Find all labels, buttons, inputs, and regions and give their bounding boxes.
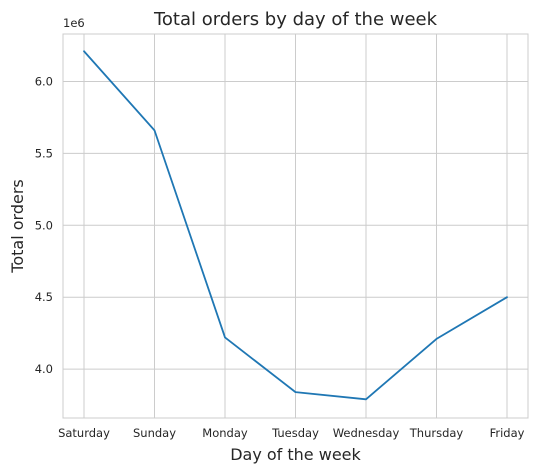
x-tick-label: Sunday: [133, 426, 176, 440]
x-tick-label: Monday: [202, 426, 248, 440]
series-group: [83, 50, 508, 401]
series-line: [83, 50, 508, 401]
y-tick-label: 5.0: [35, 218, 53, 232]
x-tick-label: Thursday: [409, 426, 464, 440]
y-tick-label: 5.5: [35, 146, 53, 160]
y-tick-label: 6.0: [35, 74, 53, 88]
x-tick-label: Wednesday: [333, 426, 400, 440]
plot-frame: [62, 33, 529, 419]
x-axis-label: Day of the week: [230, 445, 361, 464]
y-tick-labels: 4.0 4.5 5.0 5.5 6.0: [35, 74, 53, 376]
y-axis-label: Total orders: [8, 179, 27, 273]
chart-title: Total orders by day of the week: [153, 9, 438, 30]
y-offset-label: 1e6: [63, 16, 85, 30]
x-tick-label: Tuesday: [271, 426, 319, 440]
x-tick-labels: Saturday Sunday Monday Tuesday Wednesday Thur…: [58, 426, 525, 440]
x-tick-label: Saturday: [58, 426, 110, 440]
y-tick-label: 4.0: [35, 362, 53, 376]
x-tick-label: Friday: [490, 426, 525, 440]
y-tick-label: 4.5: [35, 290, 53, 304]
x-gridlines: [83, 34, 508, 418]
